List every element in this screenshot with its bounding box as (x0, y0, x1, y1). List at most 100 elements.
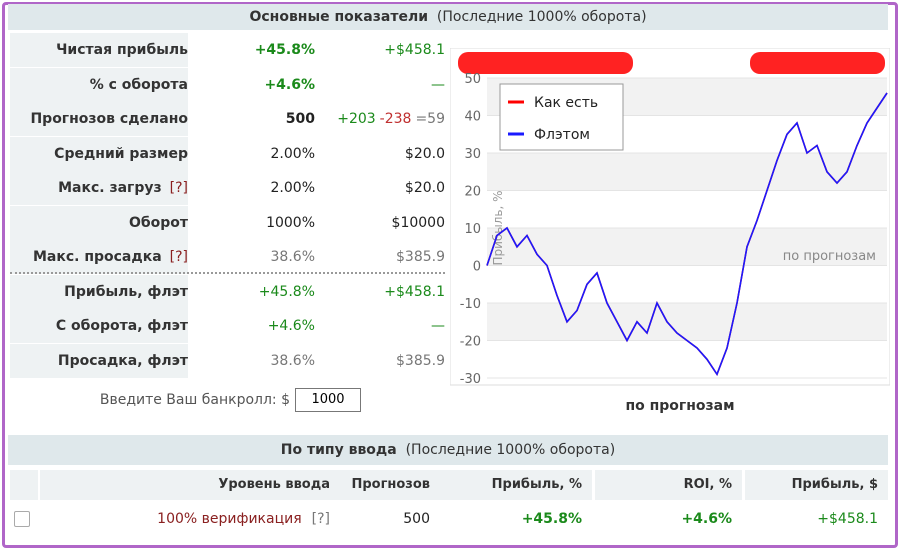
y-tick-label: -20 (460, 335, 481, 350)
value-money: $20.0 (404, 145, 445, 162)
row-label: Макс. загруз [?] (10, 171, 188, 205)
row-label: Макс. просадка [?] (10, 240, 188, 274)
section-subtitle: (Последние 1000% оборота) (405, 442, 616, 458)
label-text: Чистая прибыль (56, 42, 188, 58)
header-spacer (10, 470, 38, 500)
y-tick-label: 50 (464, 72, 481, 87)
value-percent: +4.6% (190, 67, 315, 102)
data-line (486, 92, 888, 377)
section-header: По типу ввода (Последние 1000% оборота) (8, 435, 888, 465)
stats-row: Оборот 1000% $10000 (10, 205, 445, 241)
value-percent: 2.00% (190, 136, 315, 171)
row-label: Прогнозов сделано (10, 102, 188, 136)
value-percent: +45.8% (190, 33, 315, 67)
grid-band (487, 153, 887, 191)
column-header: Прибыль, % (440, 470, 592, 500)
row-label: % с оборота (10, 67, 188, 102)
grid-band (487, 228, 887, 266)
stats-row: Чистая прибыль +45.8% +$458.1 (10, 33, 445, 68)
value-money: — (431, 76, 445, 93)
row-label: Прибыль, флэт (10, 274, 188, 309)
value-percent: 1000% (190, 205, 315, 240)
bankroll-label: Введите Ваш банкролл: $ (99, 392, 290, 408)
section-title: Основные показатели (249, 9, 429, 25)
value-percent: +45.8% (190, 274, 315, 309)
stats-row: Средний размер 2.00% $20.0 (10, 136, 445, 172)
y-tick-label: -10 (460, 297, 481, 312)
value-money: $385.9 (396, 352, 445, 369)
y-tick-label: -30 (460, 372, 481, 387)
label-text: Макс. загруз (58, 180, 162, 196)
section-subtitle: (Последние 1000% оборота) (436, 9, 647, 25)
column-header: ROI, % (595, 470, 742, 500)
separator (10, 272, 445, 274)
row-label: Оборот (10, 205, 188, 240)
help-link[interactable]: [?] (169, 249, 188, 265)
value-money: $385.9 (396, 249, 445, 265)
legend-box (499, 83, 624, 151)
value-counts: +203 -238 =59 (320, 102, 445, 136)
help-link[interactable]: [?] (169, 180, 188, 196)
y-tick-label: 20 (464, 185, 481, 200)
column-header: Прибыль, $ (745, 470, 888, 500)
grid-band (487, 303, 887, 341)
value-percent: 2.00% (190, 171, 315, 205)
y-tick-label: 30 (464, 147, 481, 162)
column-header: Прогнозов (340, 470, 440, 500)
legend-label: Флэтом (534, 127, 590, 143)
value-money: $20.0 (404, 180, 445, 196)
row-cell: +$458.1 (817, 511, 878, 527)
count: -238 (379, 111, 412, 127)
y-tick-label: 0 (473, 260, 481, 275)
level-name: 100% верификация (157, 511, 302, 527)
y-tick-label: 10 (464, 222, 481, 237)
value-percent: 38.6% (190, 240, 315, 274)
redaction (458, 52, 633, 74)
value-money: +$458.1 (384, 283, 445, 300)
stats-row: Прибыль, флэт +45.8% +$458.1 (10, 274, 445, 310)
label-text: Оборот (128, 214, 188, 231)
annotation: по прогнозам (783, 249, 876, 264)
label-text: Макс. просадка (32, 249, 162, 265)
help-link[interactable]: [?] (311, 511, 330, 527)
row-cell: +45.8% (521, 511, 582, 527)
label-text: Средний размер (54, 145, 188, 162)
count: +203 (337, 111, 376, 127)
label-text: С оборота, флэт (55, 318, 188, 334)
row-cell: 500 (403, 511, 430, 527)
row-checkbox[interactable] (14, 511, 30, 527)
value-percent: 500 (190, 102, 315, 136)
stats-row: Макс. просадка [?] 38.6% $385.9 (10, 240, 445, 275)
bankroll-input[interactable]: 1000 (295, 388, 361, 412)
row-label: Средний размер (10, 136, 188, 171)
label-text: Прибыль, флэт (64, 283, 188, 300)
y-axis-label: Прибыль, % (491, 190, 505, 265)
section-header: Основные показатели (Последние 1000% обо… (8, 4, 888, 30)
legend-label: Как есть (534, 95, 598, 111)
label-text: Прогнозов сделано (30, 111, 188, 127)
stats-row: С оборота, флэт +4.6% — (10, 309, 445, 344)
label-text: % с оборота (89, 76, 188, 93)
value-percent: +4.6% (190, 309, 315, 343)
value-money: +$458.1 (384, 42, 445, 58)
label-text: Просадка, флэт (57, 352, 188, 369)
value-percent: 38.6% (190, 343, 315, 378)
row-label: С оборота, флэт (10, 309, 188, 343)
redaction (750, 52, 885, 74)
row-label: Чистая прибыль (10, 33, 188, 67)
chart: -30 -20 -10 0 10 20 30 40 50 Прибыль, % по прогноз… (450, 48, 890, 414)
stats-row: Макс. загруз [?] 2.00% $20.0 (10, 171, 445, 206)
value-money: $10000 (391, 214, 445, 231)
stats-row: Просадка, флэт 38.6% $385.9 (10, 343, 445, 379)
section-title: По типу ввода (280, 442, 397, 458)
column-header: Уровень ввода (40, 470, 340, 500)
count: =59 (415, 111, 445, 127)
y-tick-label: 40 (464, 110, 481, 125)
row-cell: +4.6% (681, 511, 732, 527)
x-axis-label: по прогнозам (625, 398, 734, 414)
level-cell: 100% верификация [?] (40, 503, 340, 535)
value-money: — (431, 318, 445, 334)
stats-row: % с оборота +4.6% — (10, 67, 445, 103)
